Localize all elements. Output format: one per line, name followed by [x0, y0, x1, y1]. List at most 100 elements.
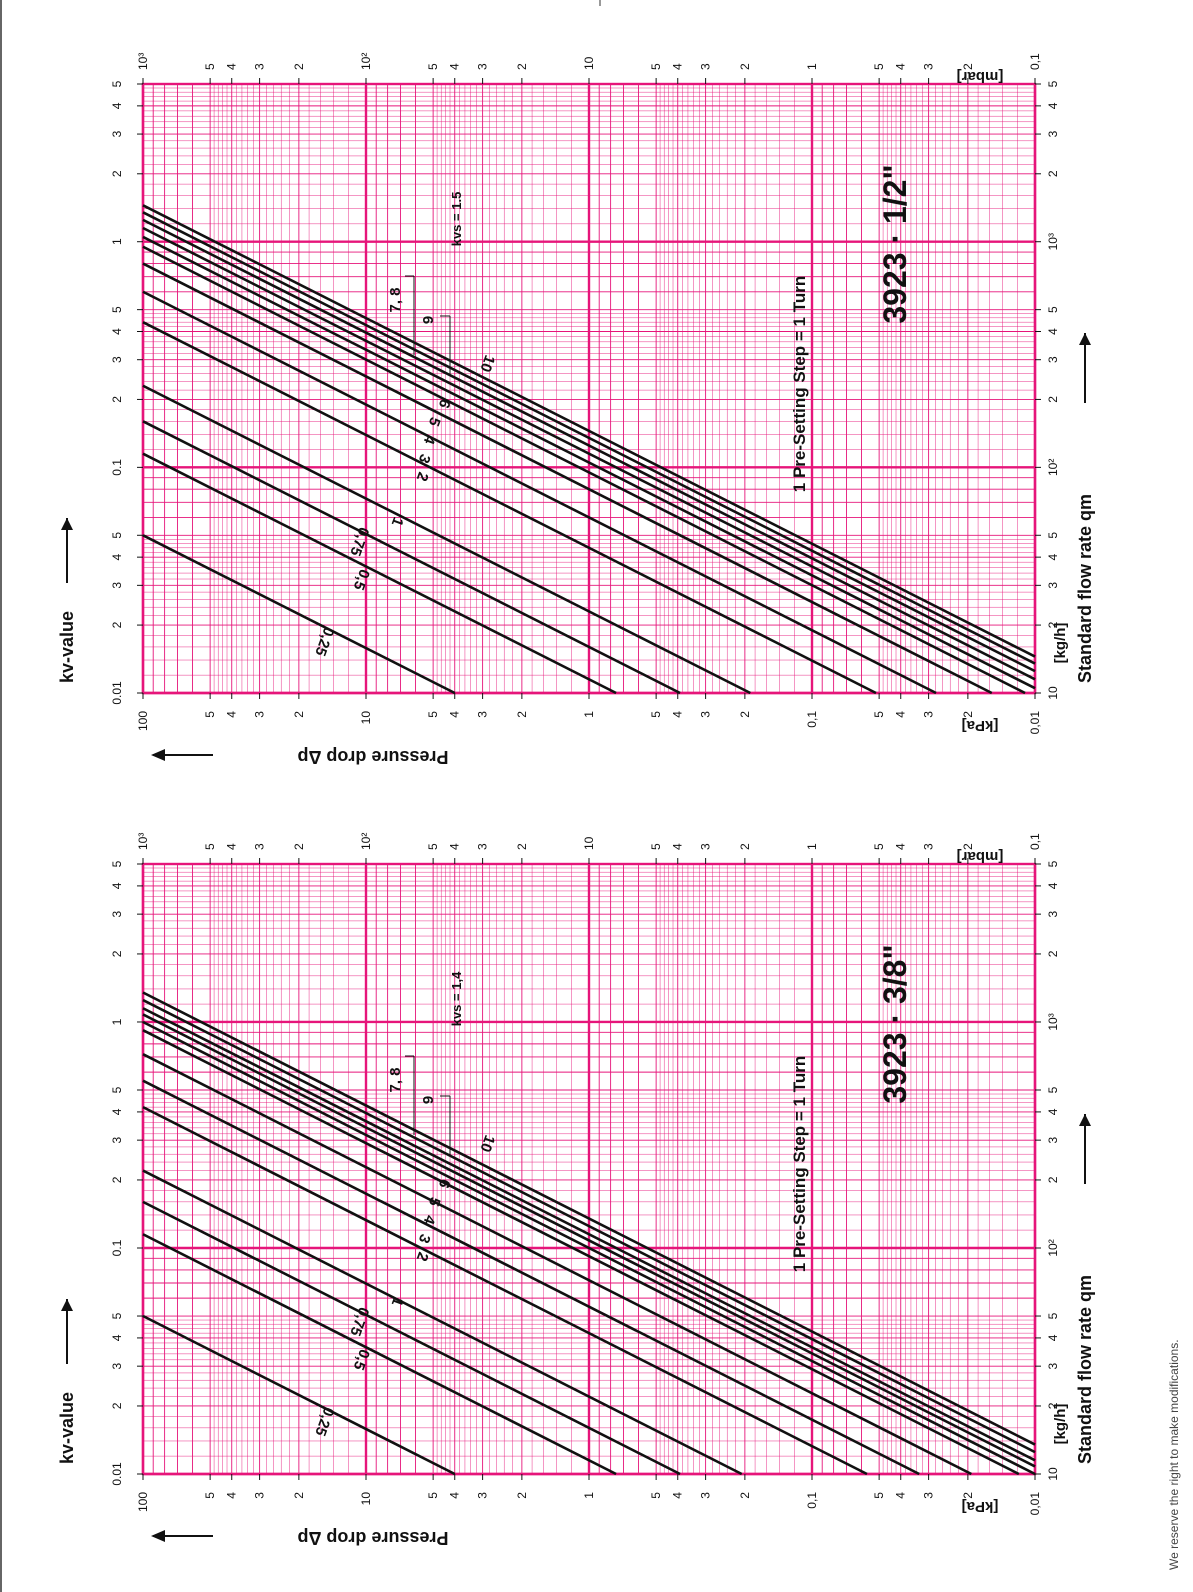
kpa-tick-label: 1 [582, 711, 596, 718]
kpa-tick-label: 1 [582, 1492, 596, 1499]
pressure-axis-label: Pressure drop Δp [298, 747, 449, 767]
mbar-unit: [mbar] [957, 848, 1004, 865]
kpa-tick-label: 3 [922, 711, 936, 718]
mbar-tick-label: 4 [671, 843, 685, 850]
kv-tick-label: 3 [110, 910, 124, 917]
flow-tick-label: 3 [1046, 910, 1060, 917]
presetting-note: 1 Pre-Setting Step = 1 Turn [790, 276, 809, 492]
mbar-tick-label: 2 [738, 63, 752, 70]
mbar-tick-label: 10³ [136, 53, 150, 70]
kv-tick-label: 1 [110, 1018, 124, 1025]
chart-title: 3923 · 3/8" [877, 944, 913, 1103]
kv-tick-label: 2 [110, 950, 124, 957]
presetting-line-075 [142, 1200, 681, 1476]
kpa-tick-label: 2 [292, 1492, 306, 1499]
mbar-tick-label: 4 [448, 843, 462, 850]
kpa-tick-label: 5 [426, 711, 440, 718]
mbar-tick-label: 10² [359, 53, 373, 70]
kv-axis-label: kv-value [57, 1392, 77, 1464]
flow-tick-label: 2 [1046, 170, 1060, 177]
kpa-tick-label: 3 [476, 1492, 490, 1499]
kv-tick-label: 5 [110, 1086, 124, 1093]
mbar-tick-label: 3 [922, 63, 936, 70]
flow-tick-label: 5 [1046, 306, 1060, 313]
pressure-axis-label: Pressure drop Δp [298, 1528, 449, 1548]
flow-tick-label: 2 [1046, 1176, 1060, 1183]
mbar-tick-label: 0,1 [1028, 53, 1042, 70]
kpa-tick-label: 5 [649, 711, 663, 718]
flow-axis-arrowhead [1079, 333, 1091, 345]
kv-tick-label: 2 [110, 1176, 124, 1183]
presetting-line-10 [142, 991, 1036, 1446]
kv-axis-label: kv-value [57, 611, 77, 683]
kpa-tick-label: 4 [894, 1492, 908, 1499]
mbar-tick-label: 5 [426, 843, 440, 850]
curve-label: 7, 8 [387, 287, 404, 312]
presetting-line-2 [142, 1105, 868, 1476]
flow-tick-label: 10² [1046, 1239, 1060, 1256]
pressure-axis-arrowhead [151, 749, 165, 761]
kpa-tick-label: 0,1 [805, 1492, 819, 1509]
flow-axis-label: Standard flow rate qm [1075, 1275, 1095, 1464]
kgh-unit: [kg/h] [1052, 623, 1069, 664]
kpa-tick-label: 4 [894, 711, 908, 718]
kv-tick-label: 3 [110, 1136, 124, 1143]
flow-tick-label: 3 [1046, 582, 1060, 589]
curve-label: 10 [476, 1133, 498, 1154]
flow-tick-label: 2 [1046, 950, 1060, 957]
kv-tick-label: 1 [110, 238, 124, 245]
kv-tick-label: 0.1 [110, 1239, 124, 1256]
kv-tick-label: 0.01 [110, 1462, 124, 1486]
presetting-line-4 [142, 1053, 972, 1476]
kpa-tick-label: 3 [922, 1492, 936, 1499]
kpa-tick-label: 0,01 [1028, 711, 1042, 735]
mbar-tick-label: 5 [649, 843, 663, 850]
kv-tick-label: 2 [110, 1402, 124, 1409]
kpa-tick-label: 3 [699, 1492, 713, 1499]
flow-tick-label: 3 [1046, 356, 1060, 363]
presetting-line-7 [142, 1013, 1036, 1468]
flow-tick-label: 10² [1046, 459, 1060, 476]
kpa-tick-label: 2 [292, 711, 306, 718]
mbar-tick-label: 5 [203, 63, 217, 70]
mbar-tick-label: 5 [872, 843, 886, 850]
kpa-tick-label: 2 [515, 1492, 529, 1499]
mbar-unit: [mbar] [957, 68, 1004, 85]
mbar-tick-label: 4 [894, 63, 908, 70]
kv-tick-label: 2 [110, 621, 124, 628]
mbar-tick-label: 2 [292, 63, 306, 70]
kv-tick-label: 0.1 [110, 459, 124, 476]
flow-tick-label: 5 [1046, 1312, 1060, 1319]
presetting-line-3 [142, 290, 937, 695]
flow-tick-label: 10 [1046, 686, 1060, 700]
presetting-line-4 [142, 262, 993, 695]
kv-tick-label: 3 [110, 582, 124, 589]
kpa-tick-label: 2 [961, 711, 975, 718]
mbar-tick-label: 1 [805, 843, 819, 850]
kpa-tick-label: 5 [203, 711, 217, 718]
mbar-tick-label: 3 [476, 843, 490, 850]
mbar-tick-label: 2 [738, 843, 752, 850]
presetting-line-3 [142, 1079, 920, 1476]
mbar-tick-label: 5 [426, 63, 440, 70]
presetting-line-05 [142, 1233, 617, 1476]
kpa-tick-label: 3 [476, 711, 490, 718]
presetting-line-10 [142, 204, 1036, 658]
flow-tick-label: 5 [1046, 1086, 1060, 1093]
flow-tick-label: 10³ [1046, 233, 1060, 250]
mbar-tick-label: 3 [922, 843, 936, 850]
kpa-tick-label: 2 [515, 711, 529, 718]
kpa-tick-label: 4 [448, 711, 462, 718]
curve-label: 10 [476, 353, 498, 374]
presetting-line-2 [142, 321, 877, 695]
mbar-tick-label: 3 [253, 843, 267, 850]
mbar-tick-label: 2 [961, 843, 975, 850]
kpa-tick-label: 2 [961, 1492, 975, 1499]
mbar-tick-label: 4 [225, 63, 239, 70]
kv-tick-label: 2 [110, 396, 124, 403]
kpa-tick-label: 0,01 [1028, 1492, 1042, 1516]
mbar-tick-label: 5 [872, 63, 886, 70]
mbar-tick-label: 3 [699, 843, 713, 850]
flow-tick-label: 4 [1046, 1334, 1060, 1341]
